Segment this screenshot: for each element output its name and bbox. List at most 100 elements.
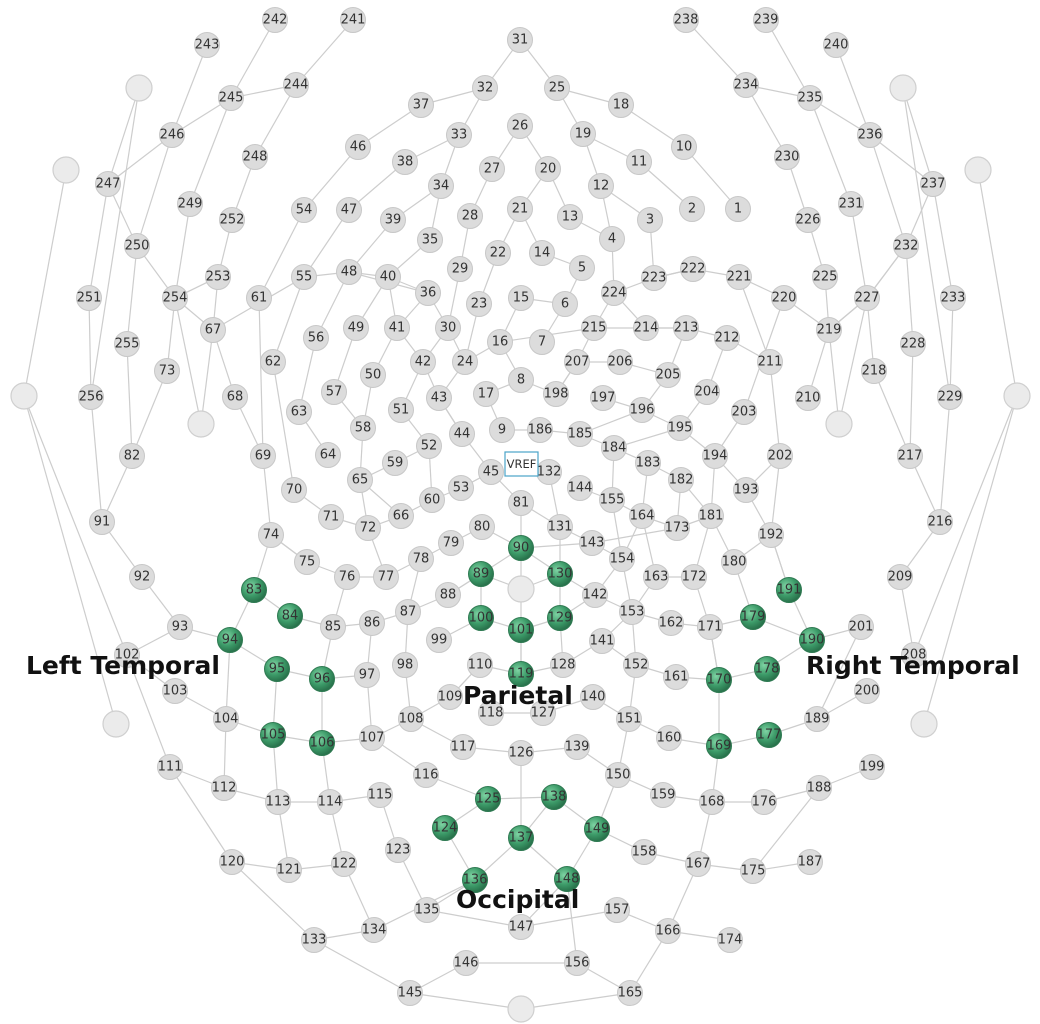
connection-line [190, 98, 231, 204]
electrode-label: 86 [364, 616, 381, 631]
electrode-207: 207 [565, 350, 590, 375]
unlabeled-electrode [53, 157, 79, 183]
electrode-label: 24 [457, 355, 474, 370]
electrode-label: 59 [387, 456, 404, 471]
electrode-label: 7 [538, 335, 546, 350]
electrode-143: 143 [580, 531, 605, 556]
electrode-label: 211 [758, 355, 783, 370]
electrode-label: 67 [205, 323, 222, 338]
unlabeled-electrode [508, 576, 534, 602]
electrode-161: 161 [664, 665, 689, 690]
electrode-167: 167 [686, 852, 711, 877]
electrode-206: 206 [608, 350, 633, 375]
electrode-179: 179 [741, 605, 766, 630]
electrode-45: 45 [479, 460, 504, 485]
electrode-224: 224 [602, 281, 627, 306]
electrode-label: 162 [659, 616, 684, 631]
electrode-label: 63 [291, 405, 308, 420]
electrode-label: 219 [817, 323, 842, 338]
electrode-195: 195 [668, 416, 693, 441]
electrode-label: 73 [159, 364, 176, 379]
electrode-label: 5 [578, 261, 586, 276]
electrode-label: 50 [365, 368, 382, 383]
electrode-label: 34 [433, 179, 450, 194]
electrode-label: 198 [544, 387, 569, 402]
electrode-74: 74 [259, 523, 284, 548]
electrode-label: 108 [399, 712, 424, 727]
electrode-187: 187 [798, 850, 823, 875]
electrode-label: 47 [341, 203, 358, 218]
electrode-label: 183 [636, 456, 661, 471]
electrode-label: 31 [512, 33, 529, 48]
electrode-189: 189 [805, 707, 830, 732]
electrode-129: 129 [548, 606, 573, 631]
electrode-label: 204 [695, 385, 720, 400]
electrode-11: 11 [627, 150, 652, 175]
electrode-label: 191 [777, 583, 802, 598]
electrode-124: 124 [433, 816, 458, 841]
electrode-112: 112 [212, 776, 237, 801]
electrode-255: 255 [115, 332, 140, 357]
electrode-40: 40 [376, 265, 401, 290]
connection-line [903, 88, 933, 184]
electrode-label: 230 [775, 150, 800, 165]
electrode-label: 207 [565, 355, 590, 370]
electrode-64: 64 [316, 443, 341, 468]
electrode-label: 121 [277, 863, 302, 878]
connection-line [766, 20, 810, 98]
electrode-221: 221 [727, 265, 752, 290]
electrode-126: 126 [509, 741, 534, 766]
electrode-label: 157 [605, 903, 630, 918]
electrode-146: 146 [454, 951, 479, 976]
electrode-label: 182 [669, 473, 694, 488]
unlabeled-electrode [826, 411, 852, 437]
electrode-label: 242 [263, 13, 288, 28]
electrode-label: 130 [548, 567, 573, 582]
electrode-label: 129 [548, 611, 573, 626]
electrode-label: 40 [380, 270, 397, 285]
electrode-label: 246 [160, 128, 185, 143]
electrode-label: 56 [308, 331, 325, 346]
occipital-label: Occipital [456, 885, 579, 914]
electrode-184: 184 [602, 436, 627, 461]
electrode-35: 35 [418, 228, 443, 253]
electrode-212: 212 [715, 326, 740, 351]
electrode-label: 172 [682, 570, 707, 585]
electrode-8: 8 [509, 368, 534, 393]
electrode-label: 69 [255, 449, 272, 464]
electrode-label: 33 [451, 128, 468, 143]
electrode-label: 161 [664, 670, 689, 685]
electrode-178: 178 [755, 657, 780, 682]
electrode-242: 242 [263, 8, 288, 33]
electrode-100: 100 [469, 606, 494, 631]
electrode-234: 234 [734, 73, 759, 98]
electrode-162: 162 [659, 611, 684, 636]
electrode-137: 137 [509, 826, 534, 851]
electrode-175: 175 [741, 859, 766, 884]
electrode-label: 68 [227, 390, 244, 405]
electrode-139: 139 [565, 735, 590, 760]
electrode-36: 36 [416, 281, 441, 306]
electrode-115: 115 [368, 783, 393, 808]
electrode-label: 251 [77, 291, 102, 306]
electrode-label: 66 [393, 509, 410, 524]
electrode-label: 123 [386, 843, 411, 858]
connection-line [933, 184, 953, 298]
electrode-label: 152 [624, 658, 649, 673]
electrode-168: 168 [700, 790, 725, 815]
electrode-label: 4 [608, 232, 616, 247]
electrode-37: 37 [409, 93, 434, 118]
electrode-117: 117 [451, 735, 476, 760]
electrode-140: 140 [581, 685, 606, 710]
electrode-233: 233 [941, 286, 966, 311]
electrode-80: 80 [470, 515, 495, 540]
electrode-70: 70 [282, 478, 307, 503]
electrode-label: 72 [360, 521, 377, 536]
electrode-32: 32 [473, 76, 498, 101]
electrode-4: 4 [600, 227, 625, 252]
electrode-label: 25 [549, 81, 566, 96]
electrode-6: 6 [553, 292, 578, 317]
electrode-label: 176 [752, 795, 777, 810]
electrode-label: 235 [798, 91, 823, 106]
electrode-217: 217 [898, 444, 923, 469]
